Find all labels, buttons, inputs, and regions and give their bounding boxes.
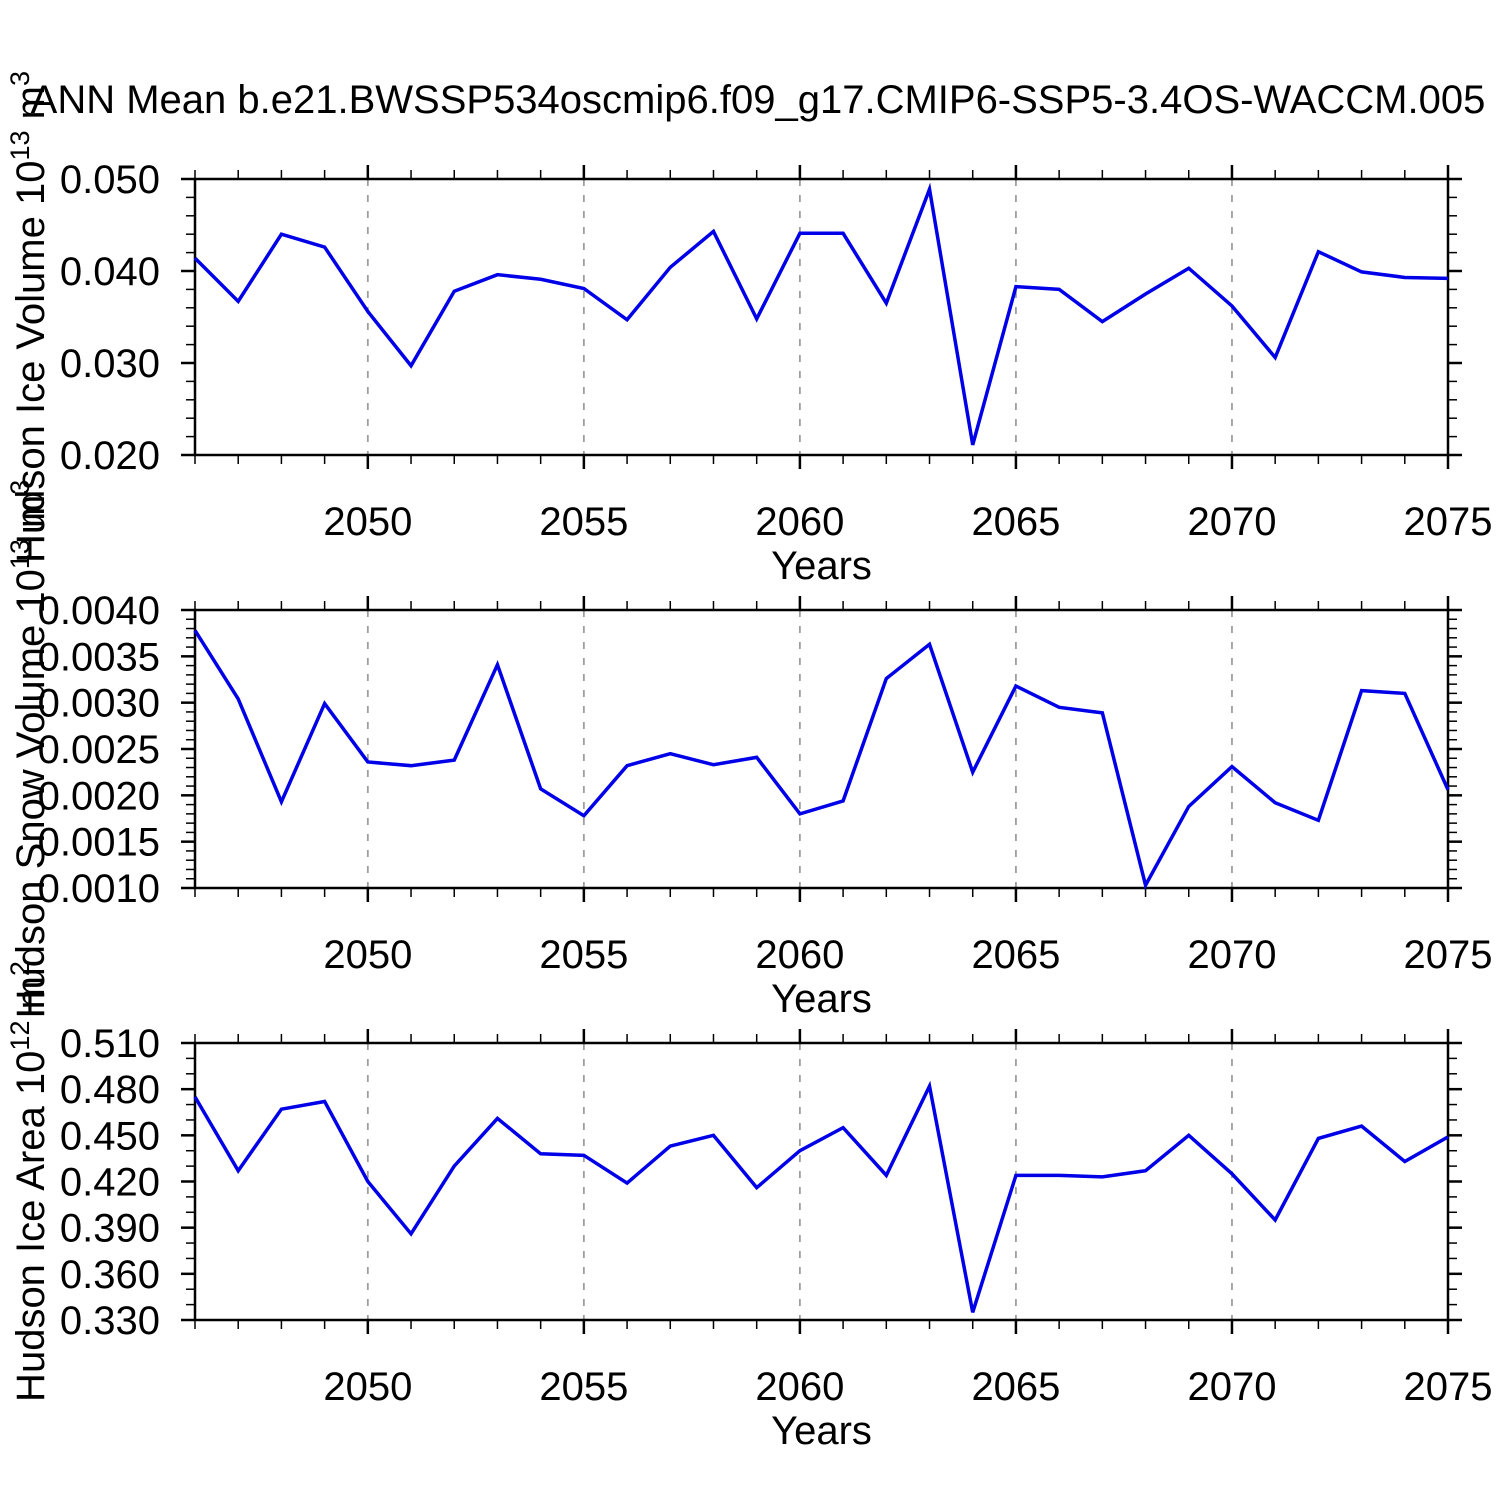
y-axis-title: Hudson Ice Area 1012 m2 bbox=[5, 961, 53, 1402]
y-tick-label: 0.0020 bbox=[38, 774, 160, 818]
panel-frame bbox=[193, 608, 1450, 890]
chart-title: ANN Mean b.e21.BWSSP534oscmip6.f09_g17.C… bbox=[31, 78, 1486, 122]
y-tick-label: 0.420 bbox=[60, 1161, 160, 1205]
y-tick-label: 0.0025 bbox=[38, 728, 160, 772]
y-tick-label: 0.050 bbox=[60, 158, 160, 202]
panel-ice-volume: 0.020 0.030 0.040 0.050 2050 2055 2060 2065 2070… bbox=[5, 71, 1492, 588]
y-tick-label: 0.450 bbox=[60, 1114, 160, 1158]
x-tick-label: 2055 bbox=[539, 933, 628, 977]
x-tick-label: 2070 bbox=[1187, 1365, 1276, 1409]
x-tick-label: 2060 bbox=[755, 933, 844, 977]
y-tick-label: 0.040 bbox=[60, 250, 160, 294]
x-tick-label: 2050 bbox=[323, 1365, 412, 1409]
panel-frame bbox=[193, 1041, 1450, 1322]
x-tick-label: 2050 bbox=[323, 933, 412, 977]
y-tick-label: 0.0035 bbox=[38, 635, 160, 679]
y-tick-label: 0.360 bbox=[60, 1253, 160, 1297]
x-tick-label: 2055 bbox=[539, 500, 628, 544]
x-tick-label: 2065 bbox=[971, 1365, 1060, 1409]
y-tick-label: 0.390 bbox=[60, 1207, 160, 1251]
x-tick-label: 2075 bbox=[1404, 500, 1493, 544]
y-axis-title: Hudson Snow Volume 1013 m3 bbox=[5, 480, 53, 1019]
y-tick-label: 0.020 bbox=[60, 434, 160, 478]
data-line-ice-area bbox=[193, 1080, 1449, 1313]
y-tick-label: 0.330 bbox=[60, 1299, 160, 1343]
y-tick-label: 0.510 bbox=[60, 1022, 160, 1066]
x-tick-label: 2065 bbox=[971, 500, 1060, 544]
x-tick-label: 2055 bbox=[539, 1365, 628, 1409]
x-tick-label: 2075 bbox=[1404, 1365, 1493, 1409]
y-tick-label: 0.0030 bbox=[38, 682, 160, 726]
panel-snow-volume: 0.00100.00150.00200.00250.00300.00350.00… bbox=[5, 480, 1492, 1021]
y-tick-label: 0.0010 bbox=[38, 867, 160, 911]
x-tick-label: 2060 bbox=[755, 1365, 844, 1409]
x-axis-title: Years bbox=[771, 1409, 872, 1453]
y-tick-label: 0.030 bbox=[60, 342, 160, 386]
panels-group: 0.020 0.030 0.040 0.050 2050 2055 2060 2065 2070… bbox=[5, 71, 1492, 1453]
x-tick-label: 2065 bbox=[971, 933, 1060, 977]
x-axis-title: Years bbox=[771, 544, 872, 588]
x-tick-label: 2060 bbox=[755, 500, 844, 544]
y-tick-label: 0.0015 bbox=[38, 821, 160, 865]
y-axis-title: Hudson Ice Volume 1013 m3 bbox=[5, 71, 53, 563]
data-line-snow-volume bbox=[193, 629, 1450, 890]
panel-frame bbox=[193, 177, 1450, 457]
y-tick-label: 0.0040 bbox=[38, 589, 160, 633]
x-tick-label: 2075 bbox=[1404, 933, 1493, 977]
x-tick-label: 2070 bbox=[1187, 500, 1276, 544]
x-tick-label: 2050 bbox=[323, 500, 412, 544]
x-tick-label: 2070 bbox=[1187, 933, 1276, 977]
y-tick-label: 0.480 bbox=[60, 1068, 160, 1112]
x-axis-title: Years bbox=[771, 977, 872, 1021]
data-line-ice-volume bbox=[193, 182, 1449, 446]
